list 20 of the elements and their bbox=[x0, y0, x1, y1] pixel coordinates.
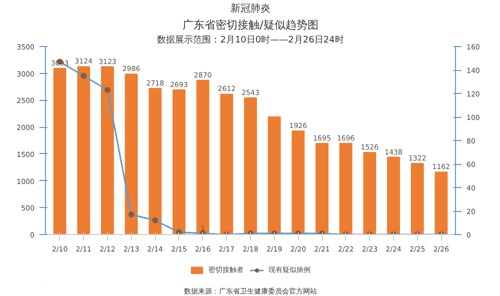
bar bbox=[387, 156, 400, 234]
bar bbox=[196, 80, 210, 234]
bar bbox=[316, 142, 328, 234]
bar bbox=[339, 142, 352, 234]
bar bbox=[410, 162, 424, 234]
bar bbox=[434, 172, 448, 234]
bar bbox=[244, 97, 257, 234]
bar bbox=[148, 88, 162, 234]
chart-subtitle: 广东省密切接触/疑似趋势图 bbox=[182, 18, 318, 32]
bar bbox=[268, 116, 281, 234]
bar bbox=[101, 66, 114, 234]
bar bbox=[292, 130, 305, 234]
bar bbox=[363, 152, 376, 234]
chart-title: 新冠肺炎 bbox=[230, 2, 270, 14]
bar bbox=[124, 74, 138, 234]
bar bbox=[172, 89, 186, 234]
bar bbox=[77, 66, 90, 234]
bar bbox=[220, 94, 234, 234]
bar bbox=[53, 68, 66, 234]
text: 数据展示范围：2月10日0时——2月26日24时 bbox=[157, 34, 344, 46]
